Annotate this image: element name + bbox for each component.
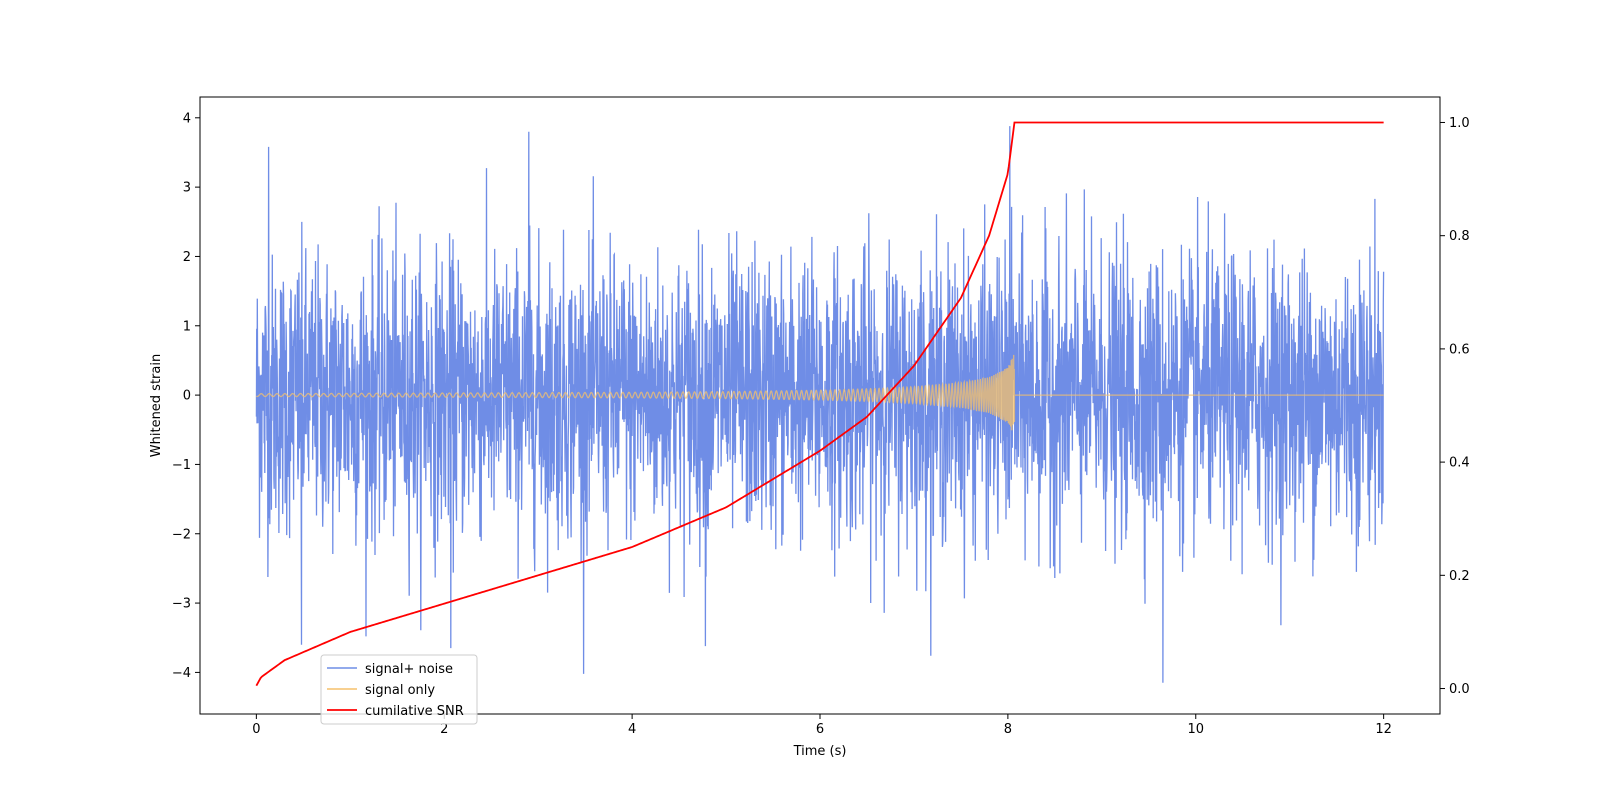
series-signal-only-line [256,354,1384,431]
y-axis-label: Whitened strain [149,354,164,457]
legend: signal+ noise signal only cumilative SNR [320,654,478,725]
legend-box [320,654,478,725]
y-tick-label: 0 [183,389,191,404]
y-tick-label: 1 [183,319,191,334]
y-tick-label: −3 [172,597,191,612]
series-cumulative-snr-line [255,121,1384,687]
legend-entry-signal-only-label: signal only [365,683,435,698]
y-tick-label: 2 [183,250,191,265]
x-tick-label: 8 [1004,722,1012,737]
y-tick-label: −1 [172,458,191,473]
y-tick-label: 4 [183,111,191,126]
y2-tick-label: 0.0 [1449,682,1470,697]
x-tick-label: 6 [816,722,824,737]
legend-entry-cumulative-snr-label: cumilative SNR [365,704,464,719]
y-tick-label: 3 [183,181,191,196]
y2-tick-label: 0.6 [1449,342,1470,357]
plot-area [255,121,1385,687]
x-tick-label: 2 [440,722,448,737]
x-tick-label: 4 [628,722,636,737]
x-tick-label: 0 [252,722,260,737]
x-tick-label: 12 [1375,722,1392,737]
legend-entry-signal-noise-label: signal+ noise [365,662,453,677]
y2-tick-label: 0.2 [1449,569,1470,584]
y2-tick-label: 1.0 [1449,116,1470,131]
y2-tick-label: 0.8 [1449,229,1470,244]
x-axis-label: Time (s) [793,744,847,759]
x-tick-label: 10 [1187,722,1204,737]
y2-tick-label: 0.4 [1449,456,1470,471]
series-signal-noise-line [255,126,1385,683]
y-tick-label: −4 [172,666,191,681]
axes: 0 2 4 6 8 10 12−4−3−2−1012340.00.20.40.60.81.0… [149,96,1470,759]
y-tick-label: −2 [172,527,191,542]
